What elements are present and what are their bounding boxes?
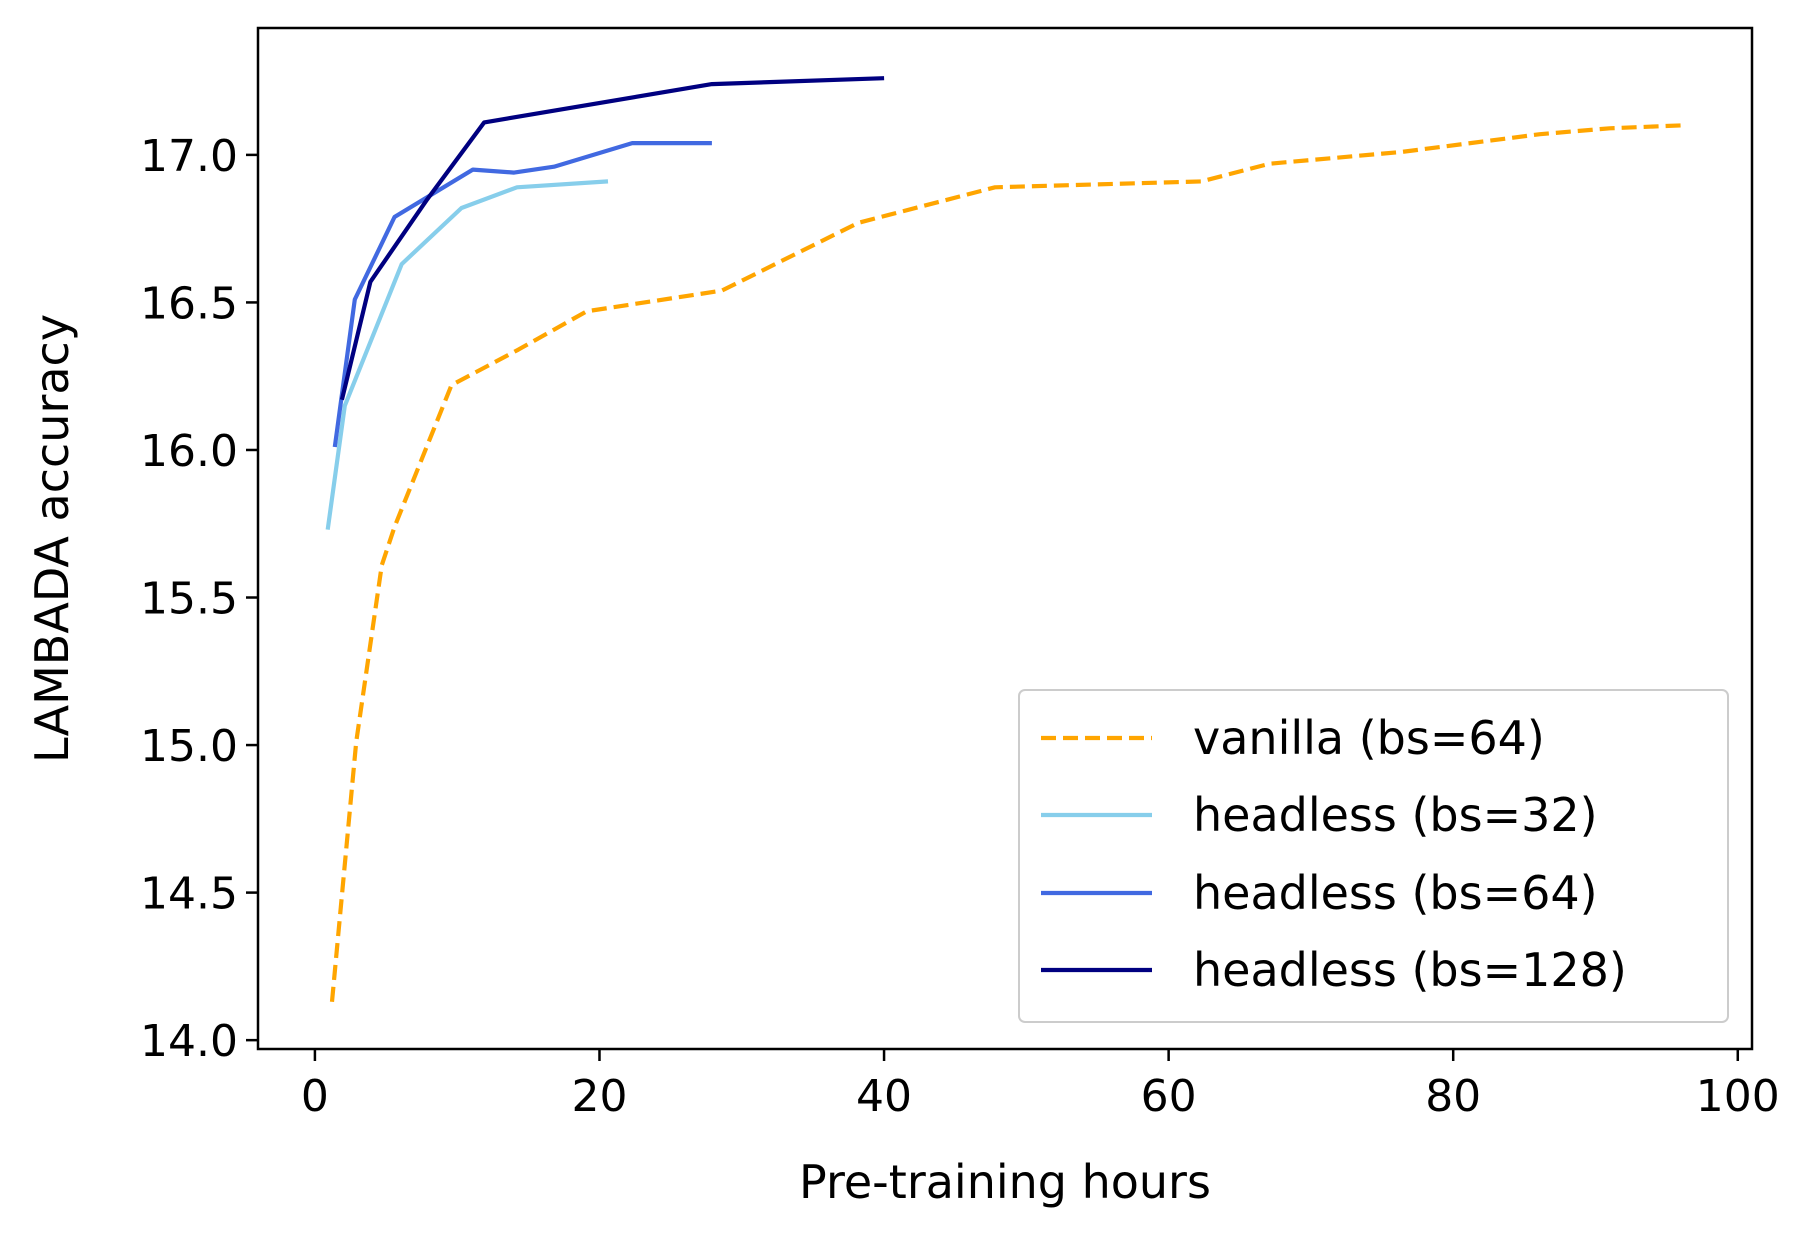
legend-label-3: headless (bs=64) bbox=[1193, 866, 1598, 920]
legend-label-2: headless (bs=32) bbox=[1193, 788, 1598, 842]
legend: vanilla (bs=64) headless (bs=32) headless … bbox=[1018, 689, 1729, 1023]
x-tick-label: 20 bbox=[571, 1071, 627, 1122]
x-tick-label: 0 bbox=[301, 1071, 329, 1122]
y-tick-label: 16.0 bbox=[140, 426, 238, 477]
plot-frame bbox=[256, 26, 1754, 1051]
y-tick-label: 14.5 bbox=[140, 869, 238, 920]
y-tick-label: 16.5 bbox=[140, 278, 238, 329]
y-axis-label: LAMBADA accuracy bbox=[25, 314, 79, 763]
x-tick-label: 100 bbox=[1696, 1071, 1780, 1122]
x-tick-label: 60 bbox=[1141, 1071, 1197, 1122]
legend-label-1: vanilla (bs=64) bbox=[1193, 711, 1545, 765]
y-tick-label: 15.5 bbox=[140, 574, 238, 625]
y-tick-label: 14.0 bbox=[140, 1016, 238, 1067]
series-line-1 bbox=[329, 123, 1681, 1002]
legend-box bbox=[1018, 689, 1729, 1023]
x-tick-label: 80 bbox=[1425, 1071, 1481, 1122]
y-tick-label: 17.0 bbox=[140, 131, 238, 182]
x-axis-label: Pre-training hours bbox=[799, 1155, 1211, 1209]
plot-lines bbox=[325, 76, 1681, 1002]
series-line-2 bbox=[325, 179, 609, 530]
legend-label-4: headless (bs=128) bbox=[1193, 943, 1627, 997]
x-tick-label: 40 bbox=[856, 1071, 912, 1122]
series-line-3 bbox=[332, 141, 712, 448]
y-tick-label: 15.0 bbox=[140, 721, 238, 772]
x-axis-ticks: 0 20 40 60 80 100 bbox=[301, 1049, 1780, 1122]
y-axis-ticks: 14.0 14.5 15.0 15.5 16.0 16.5 17.0 bbox=[140, 131, 258, 1067]
series-line-4 bbox=[339, 76, 885, 401]
